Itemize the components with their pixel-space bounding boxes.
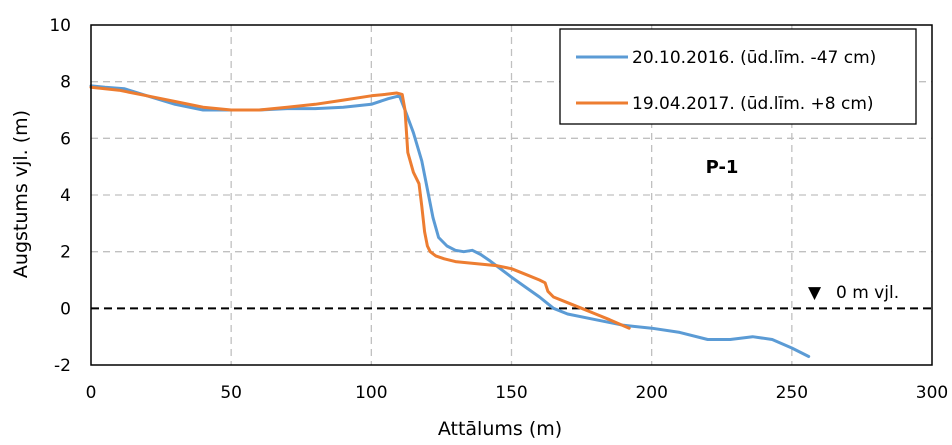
plot-area-border [90, 24, 933, 366]
y-tick-label: 0 [60, 299, 71, 319]
x-tick-label: 150 [495, 383, 527, 403]
x-tick-label: 200 [635, 383, 667, 403]
legend-label-series-2: 19.04.2017. (ūd.līm. +8 cm) [632, 94, 874, 114]
y-tick-label: 10 [49, 16, 71, 36]
y-axis-title: Augstums vjl. (m) [10, 110, 32, 278]
reference-line-label: ▼ 0 m vjl. [808, 283, 899, 303]
x-tick-label: 100 [355, 383, 387, 403]
series-line-1 [89, 84, 811, 358]
legend: 20.10.2016. (ūd.līm. -47 cm) 19.04.2017.… [559, 28, 917, 125]
legend-label-series-1: 20.10.2016. (ūd.līm. -47 cm) [632, 48, 876, 68]
y-tick-label: -2 [54, 356, 71, 376]
axes: 0 50 100 150 200 250 300 -2 0 2 4 6 8 10 [49, 16, 948, 403]
y-tick-label: 6 [60, 129, 71, 149]
x-axis-title: Attālums (m) [438, 418, 562, 440]
y-tick-label: 2 [60, 243, 71, 263]
y-tick-label: 4 [60, 186, 71, 206]
x-tick-label: 50 [220, 383, 242, 403]
reference-line-text: 0 m vjl. [836, 283, 899, 303]
x-tick-label: 300 [916, 383, 948, 403]
triangle-down-icon: ▼ [808, 283, 822, 303]
profile-label: P-1 [706, 157, 739, 178]
legend-box [559, 28, 917, 125]
series-line-2 [89, 85, 631, 330]
y-tick-label: 8 [60, 73, 71, 93]
x-tick-label: 0 [86, 383, 97, 403]
chart-marks [89, 84, 932, 358]
x-tick-label: 250 [776, 383, 808, 403]
